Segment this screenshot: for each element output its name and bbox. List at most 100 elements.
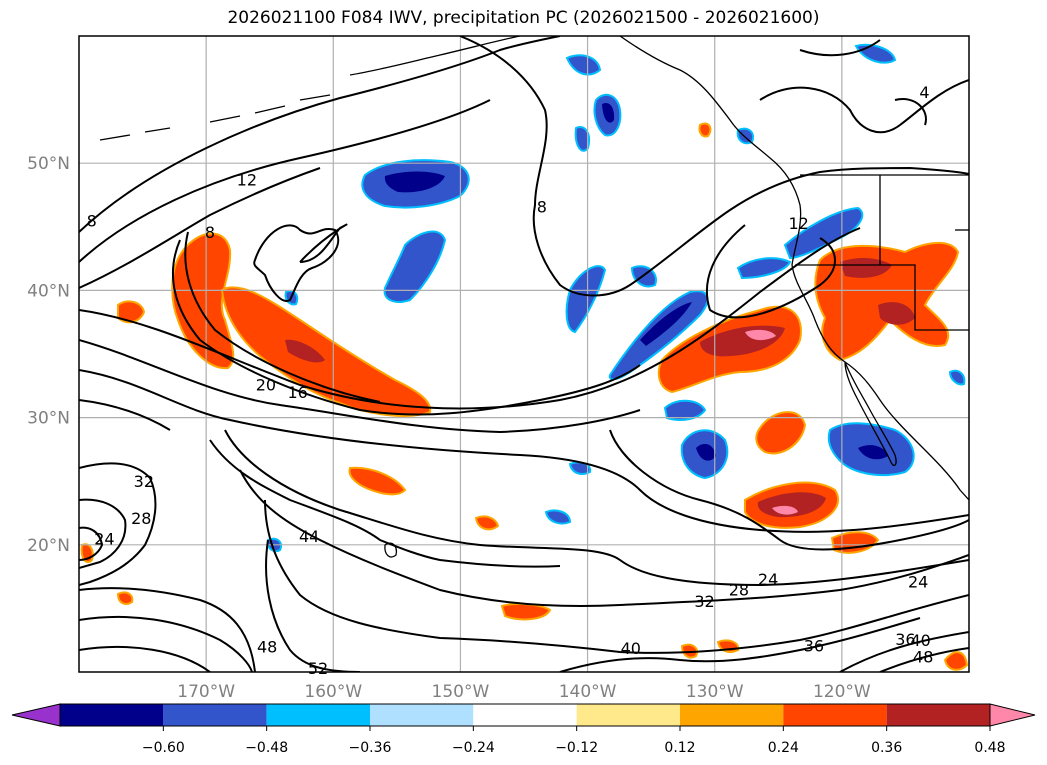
positive-anomaly-patch bbox=[772, 505, 798, 515]
positive-anomaly-patch bbox=[878, 302, 915, 325]
precipitation-anomaly-shading bbox=[80, 43, 969, 671]
state-border bbox=[795, 264, 969, 331]
lat-tick-label: 40°N bbox=[27, 281, 70, 301]
iwv-contour bbox=[299, 223, 348, 263]
lon-tick-label: 140°W bbox=[559, 682, 617, 702]
positive-anomaly-patch bbox=[220, 286, 432, 417]
colorbar-tick-label: −0.48 bbox=[245, 740, 288, 756]
negative-anomaly-patch bbox=[602, 102, 615, 123]
contour-label: 20 bbox=[256, 376, 276, 395]
negative-anomaly-patch bbox=[948, 369, 966, 386]
contour-label: 24 bbox=[758, 570, 778, 589]
hawaii-outline bbox=[384, 542, 398, 558]
negative-anomaly-patch bbox=[565, 54, 602, 76]
negative-anomaly-patch bbox=[696, 443, 716, 461]
colorbar-segment bbox=[266, 704, 370, 726]
baja-california-outline bbox=[844, 361, 897, 467]
contour-label: 8 bbox=[537, 197, 547, 216]
colorbar-extend-low bbox=[11, 703, 61, 727]
contour-label: 24 bbox=[94, 529, 114, 548]
colorbar-tick-label: −0.12 bbox=[555, 740, 598, 756]
contour-label: 48 bbox=[257, 638, 277, 657]
iwv-contour bbox=[79, 645, 211, 672]
colorbar-segment bbox=[163, 704, 267, 726]
iwv-contour bbox=[79, 99, 491, 263]
iwv-contour bbox=[609, 429, 969, 551]
contour-label: 8 bbox=[87, 211, 97, 230]
iwv-contour bbox=[839, 631, 969, 672]
colorbar-tick-label: 0.24 bbox=[768, 740, 799, 756]
contour-label: 40 bbox=[621, 639, 641, 658]
iwv-contour bbox=[184, 231, 381, 403]
iwv-contour bbox=[239, 469, 969, 608]
lon-tick-label: 130°W bbox=[686, 682, 744, 702]
positive-anomaly-patch bbox=[757, 492, 826, 518]
contour-label: 52 bbox=[308, 659, 328, 678]
axis-tick-labels: 170°W 160°W 150°W 140°W 130°W 120°W 20°N 30°N 40… bbox=[27, 154, 871, 702]
iwv-contour bbox=[559, 617, 921, 672]
iwv-contour bbox=[79, 526, 104, 561]
iwv-contour bbox=[79, 227, 861, 410]
iwv-contour bbox=[79, 36, 561, 233]
positive-anomaly-patch bbox=[943, 651, 969, 671]
iwv-contour bbox=[172, 239, 641, 416]
contour-label: 24 bbox=[908, 573, 928, 592]
iwv-contour bbox=[879, 647, 969, 672]
figure-title: 2026021100 F084 IWV, precipitation PC (2… bbox=[227, 8, 820, 28]
contour-label: 36 bbox=[804, 636, 824, 655]
iwv-contour bbox=[265, 539, 361, 672]
iwv-contour bbox=[79, 167, 321, 289]
colorbar-segment bbox=[886, 704, 990, 726]
iwv-contour bbox=[224, 429, 969, 587]
colorbar-tick-label: 0.36 bbox=[871, 740, 902, 756]
contour-label: 32 bbox=[694, 592, 714, 611]
contour-label: 36 bbox=[895, 630, 915, 649]
iwv-contour bbox=[799, 39, 881, 57]
positive-anomaly-patch bbox=[745, 329, 776, 341]
contour-label: 4 bbox=[919, 83, 929, 102]
alaska-coastline bbox=[349, 36, 521, 76]
negative-anomaly-patch bbox=[544, 509, 572, 525]
positive-anomaly-patch bbox=[755, 411, 807, 455]
contour-label: 32 bbox=[134, 472, 154, 491]
colorbar-segment bbox=[680, 704, 784, 726]
iwv-contour bbox=[209, 439, 561, 568]
lat-tick-label: 50°N bbox=[27, 154, 70, 174]
lon-tick-label: 150°W bbox=[432, 682, 490, 702]
negative-anomaly-patch bbox=[858, 445, 888, 460]
negative-anomaly-patch bbox=[783, 206, 864, 260]
contour-label: 28 bbox=[729, 580, 749, 599]
positive-anomaly-patch bbox=[171, 232, 235, 370]
colorbar-tick-label: −0.60 bbox=[142, 740, 185, 756]
colorbar-segment bbox=[576, 704, 680, 726]
iwv-contour bbox=[79, 462, 157, 586]
contour-label: 40 bbox=[911, 631, 931, 650]
map-frame bbox=[78, 35, 970, 673]
iwv-contour bbox=[79, 587, 256, 672]
iwv-contour bbox=[79, 399, 171, 431]
positive-anomaly-patch bbox=[348, 466, 407, 496]
iwv-contour bbox=[264, 499, 969, 654]
colorbar-tick-label: 0.12 bbox=[664, 740, 695, 756]
colorbar-tick-label: −0.24 bbox=[452, 740, 495, 756]
negative-anomaly-patch bbox=[736, 127, 754, 145]
positive-anomaly-patch bbox=[814, 242, 960, 362]
contour-label: 8 bbox=[205, 223, 215, 242]
colorbar: −0.60 −0.48 −0.36 −0.24 −0.12 0.12 0.24 0.36 0.4… bbox=[11, 703, 1036, 756]
contour-label: 48 bbox=[913, 648, 933, 667]
contour-label: 12 bbox=[237, 171, 257, 190]
coastlines bbox=[99, 36, 969, 558]
contour-label: 12 bbox=[788, 214, 808, 233]
iwv-contour bbox=[459, 36, 969, 297]
negative-anomaly-patch bbox=[384, 171, 445, 193]
colorbar-segment bbox=[783, 704, 887, 726]
positive-anomaly-patch bbox=[698, 122, 712, 138]
iwv-contour bbox=[894, 98, 927, 126]
iwv-contour bbox=[79, 498, 127, 569]
contour-label: 28 bbox=[131, 509, 151, 528]
negative-anomaly-patch bbox=[736, 257, 792, 280]
iwv-contours bbox=[79, 36, 969, 672]
iwv-contour bbox=[79, 339, 641, 434]
iwv-contour bbox=[253, 224, 340, 302]
